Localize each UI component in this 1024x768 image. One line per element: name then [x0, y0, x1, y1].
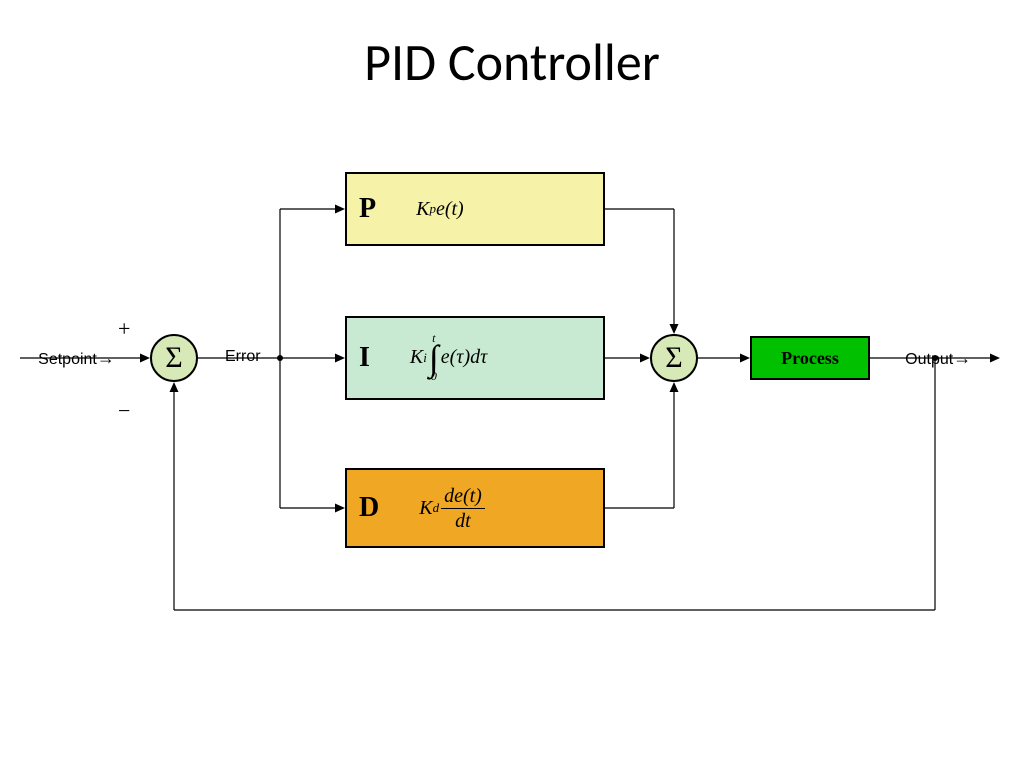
- i-letter: I: [359, 342, 370, 374]
- p-letter: P: [359, 193, 376, 225]
- process-block: Process: [750, 336, 870, 380]
- i-block: I Ki t ∫ 0 e(τ)dτ: [345, 316, 605, 400]
- process-label: Process: [781, 348, 839, 369]
- setpoint-label: −Setpoint→: [28, 348, 115, 369]
- p-block: P Kpe(t): [345, 172, 605, 246]
- diagram-title: PID Controller: [0, 30, 1024, 94]
- sum-node-1: Σ: [150, 334, 198, 382]
- d-block: D Kd de(t) dt: [345, 468, 605, 548]
- plus-sign: +: [118, 316, 130, 342]
- output-label: −Output→: [895, 348, 971, 369]
- sum-node-2: Σ: [650, 334, 698, 382]
- minus-sign: −: [118, 398, 130, 424]
- d-formula: Kd de(t) dt: [419, 486, 487, 531]
- p-formula: Kpe(t): [416, 198, 464, 221]
- sigma-symbol: Σ: [665, 341, 682, 375]
- d-letter: D: [359, 492, 379, 524]
- sigma-symbol: Σ: [165, 341, 182, 375]
- i-formula: Ki t ∫ 0 e(τ)dτ: [410, 334, 487, 382]
- error-label: Error: [225, 348, 261, 366]
